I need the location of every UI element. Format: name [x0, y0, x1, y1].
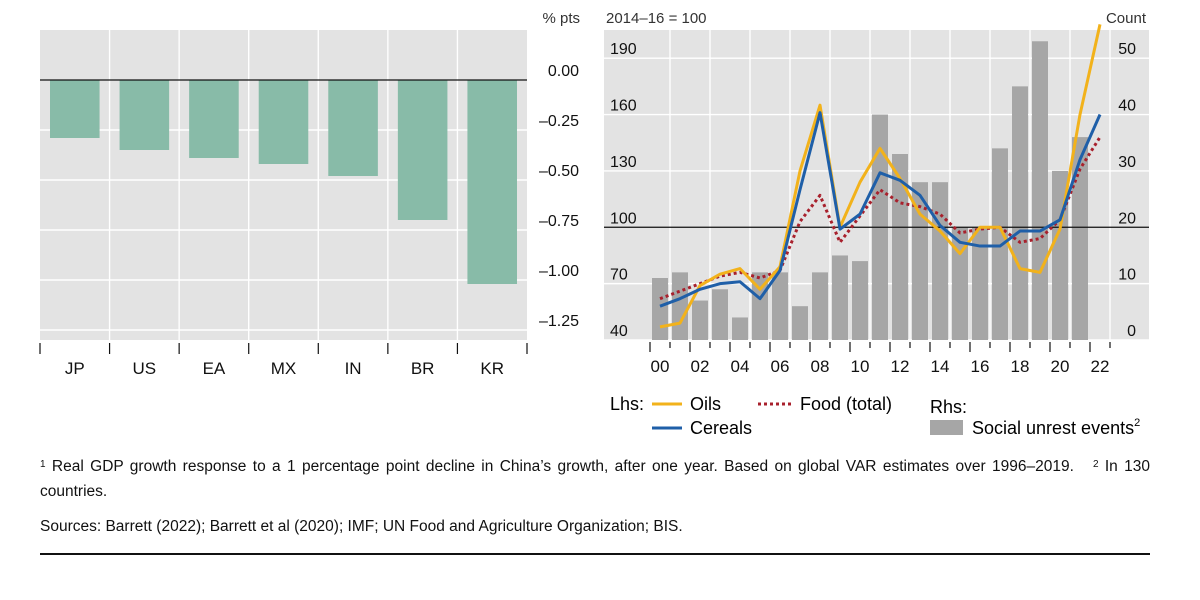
- unrest-bar-2016: [972, 227, 988, 340]
- footnote-text: 1 Real GDP growth response to a 1 percen…: [40, 454, 1150, 504]
- unrest-bar-2014: [932, 182, 948, 340]
- right-right-y-tick-label: 50: [1118, 41, 1136, 58]
- right-right-y-tick-label: 10: [1118, 267, 1136, 284]
- unrest-bar-2004: [732, 317, 748, 340]
- left-y-tick-label: –1.00: [539, 263, 579, 280]
- x-label-JP: JP: [65, 359, 85, 378]
- legend-unrest-superscript: 2: [1134, 417, 1140, 429]
- unrest-bar-2019: [1032, 41, 1048, 340]
- right-x-label: 20: [1051, 357, 1070, 376]
- line-cereals: [659, 111, 1102, 308]
- right-left-y-tick-label: 70: [610, 267, 628, 284]
- left-y-tick-label: –0.75: [539, 213, 579, 230]
- bar-MX: [258, 80, 309, 164]
- right-x-label: 04: [731, 357, 750, 376]
- legend-lhs-label: Lhs:: [610, 394, 644, 414]
- unrest-bar-2000: [652, 278, 668, 340]
- bar-EA: [189, 80, 239, 158]
- footnote-marker-2: 2: [1092, 459, 1099, 470]
- x-label-KR: KR: [480, 359, 504, 378]
- right-x-label: 10: [851, 357, 870, 376]
- left-bars: [50, 80, 517, 284]
- unrest-bar-2003: [712, 289, 728, 340]
- right-left-y-tick-label: 160: [610, 98, 637, 115]
- right-left-y-tick-label: 100: [610, 210, 637, 227]
- right-right-y-tick-label: 40: [1118, 98, 1136, 115]
- legend-oils-label: Oils: [690, 394, 721, 414]
- left-y-tick-label: –1.25: [539, 313, 579, 330]
- legend-cereals-label: Cereals: [690, 418, 752, 438]
- bottom-rule: [40, 553, 1150, 555]
- x-label-MX: MX: [271, 359, 297, 378]
- x-label-EA: EA: [203, 359, 226, 378]
- right-axis-unit-label: Count: [1106, 10, 1147, 27]
- bar-BR: [397, 80, 448, 220]
- right-x-label: 14: [931, 357, 950, 376]
- left-y-tick-label: 0.00: [548, 63, 579, 80]
- left-y-tick-label: –0.25: [539, 113, 579, 130]
- right-x-label: 12: [891, 357, 910, 376]
- price-lines: [659, 24, 1102, 329]
- left-x-axis: JP US EA MX IN BR KR: [39, 343, 528, 378]
- bar-IN: [328, 80, 378, 176]
- legend-unrest-label: Social unrest events2: [972, 417, 1140, 438]
- right-chart: 40 70 100 130 160 190 0 10 20 30 40 50 00 02 04 06 08 1…: [604, 10, 1149, 438]
- bar-US: [119, 80, 170, 150]
- right-x-label: 02: [691, 357, 710, 376]
- x-label-US: US: [133, 359, 157, 378]
- bar-JP: [50, 80, 100, 138]
- right-right-y-tick-label: 20: [1118, 210, 1136, 227]
- right-x-label: 08: [811, 357, 830, 376]
- unrest-bar-2015: [952, 227, 968, 340]
- left-y-tick-labels: 0.00 –0.25 –0.50 –0.75 –1.00 –1.25: [539, 63, 579, 330]
- unrest-bar-2005: [752, 272, 768, 340]
- right-left-y-tick-label: 40: [610, 323, 628, 340]
- sources-line: Sources: Barrett (2022); Barrett et al (…: [40, 518, 683, 535]
- right-y-tick-labels-left: 40 70 100 130 160 190: [610, 41, 637, 340]
- x-label-BR: BR: [411, 359, 435, 378]
- unrest-bar-2009: [832, 255, 848, 340]
- unrest-bar-2008: [812, 272, 828, 340]
- footnote-2: In 130 countries.: [40, 458, 1151, 500]
- left-axis-unit-label: 2014–16 = 100: [606, 10, 707, 27]
- right-x-label: 00: [651, 357, 670, 376]
- right-left-y-tick-label: 190: [610, 41, 637, 58]
- legend-unrest-swatch: [930, 420, 963, 435]
- footnote-marker-1: 1: [40, 459, 46, 470]
- right-x-label: 06: [771, 357, 790, 376]
- footnote-1: Real GDP growth response to a 1 percenta…: [51, 458, 1074, 475]
- unrest-bar-2007: [792, 306, 808, 340]
- unrest-bar-2017: [992, 148, 1008, 340]
- left-gridlines: [40, 30, 527, 340]
- right-x-label: 18: [1011, 357, 1030, 376]
- unrest-bar-2001: [672, 272, 688, 340]
- legend: Lhs: Oils Cereals Food (total) Rhs: Soci…: [610, 394, 1140, 438]
- unrest-bar-2021: [1072, 137, 1088, 340]
- x-label-IN: IN: [345, 359, 362, 378]
- left-plot-background: [40, 30, 527, 340]
- right-right-y-tick-label: 0: [1127, 323, 1136, 340]
- unrest-bar-2006: [772, 272, 788, 340]
- unrest-bar-2002: [692, 300, 708, 340]
- left-y-tick-label: –0.50: [539, 163, 579, 180]
- right-x-label: 16: [971, 357, 990, 376]
- right-x-axis: 00 02 04 06 08 10 12 14 16 18 20 22: [649, 342, 1111, 376]
- left-chart: 0.00 –0.25 –0.50 –0.75 –1.00 –1.25 JP US EA MX IN…: [39, 10, 580, 378]
- line-oils: [659, 24, 1102, 329]
- legend-rhs-label: Rhs:: [930, 397, 967, 417]
- unrest-bar-2010: [852, 261, 868, 340]
- bar-KR: [467, 80, 517, 284]
- left-unit-label: % pts: [542, 10, 580, 27]
- unrest-bar-2013: [912, 182, 928, 340]
- right-right-y-tick-label: 30: [1118, 154, 1136, 171]
- line-food-total: [659, 136, 1102, 301]
- right-left-y-tick-label: 130: [610, 154, 637, 171]
- footnotes: 1 Real GDP growth response to a 1 percen…: [40, 454, 1150, 539]
- legend-food-label: Food (total): [800, 394, 892, 414]
- unrest-bars: [652, 41, 1088, 340]
- unrest-bar-2018: [1012, 86, 1028, 340]
- right-y-tick-labels-right: 0 10 20 30 40 50: [1118, 41, 1136, 340]
- right-x-label: 22: [1091, 357, 1110, 376]
